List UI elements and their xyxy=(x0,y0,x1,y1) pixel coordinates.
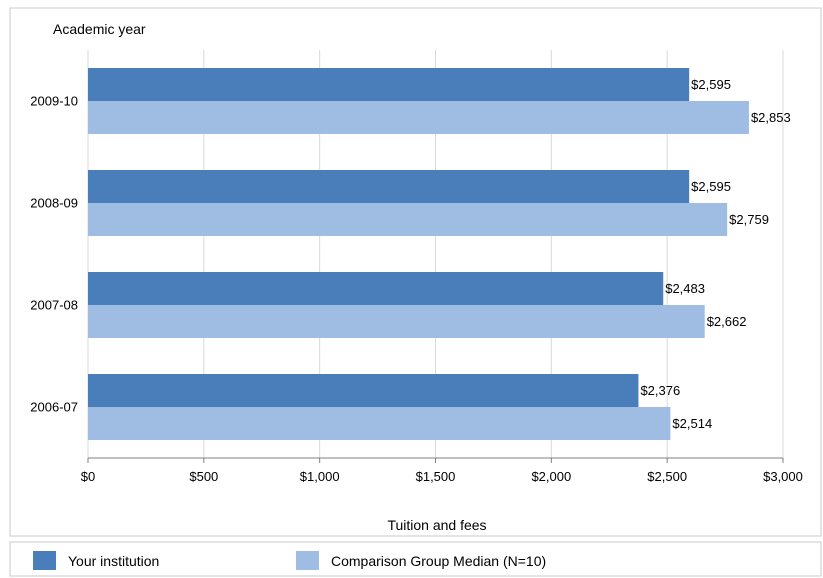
data-label: $2,853 xyxy=(751,110,791,125)
bar-your-institution xyxy=(88,272,664,305)
data-label: $2,595 xyxy=(691,179,731,194)
x-tick-label: $3,000 xyxy=(763,469,803,484)
data-label: $2,514 xyxy=(672,416,712,431)
data-label: $2,662 xyxy=(707,314,747,329)
bar-your-institution xyxy=(88,68,690,101)
legend-frame xyxy=(9,541,822,577)
legend-label: Comparison Group Median (N=10) xyxy=(331,553,546,569)
x-tick-label: $0 xyxy=(81,469,95,484)
legend-swatch xyxy=(296,551,319,570)
data-label: $2,376 xyxy=(640,383,680,398)
bar-comparison-median xyxy=(88,203,728,236)
x-axis-title: Tuition and fees xyxy=(387,517,486,533)
legend-swatch xyxy=(33,551,56,570)
bar-your-institution xyxy=(88,374,639,407)
data-label: $2,483 xyxy=(665,281,705,296)
bar-comparison-median xyxy=(88,407,671,440)
y-axis-title: Academic year xyxy=(53,21,146,37)
data-labels: $2,595 $2,853 $2,595 $2,759 $2,483 $2,662 $2,3… xyxy=(640,77,790,431)
bars xyxy=(88,68,749,440)
bar-comparison-median xyxy=(88,101,749,134)
bar-comparison-median xyxy=(88,305,705,338)
x-tick-label: $1,500 xyxy=(416,469,456,484)
category-label: 2007-08 xyxy=(30,298,78,313)
x-tick-labels: $0 $500 $1,000 $1,500 $2,000 $2,500 $3,000 xyxy=(81,469,803,484)
category-label: 2008-09 xyxy=(30,196,78,211)
category-label: 2009-10 xyxy=(30,94,78,109)
legend-label: Your institution xyxy=(68,553,159,569)
data-label: $2,595 xyxy=(691,77,731,92)
x-tick-label: $500 xyxy=(189,469,218,484)
category-labels: 2009-10 2008-09 2007-08 2006-07 xyxy=(30,94,78,415)
data-label: $2,759 xyxy=(729,212,769,227)
x-tick-label: $2,000 xyxy=(531,469,571,484)
legend: Your institution Comparison Group Median … xyxy=(33,551,546,570)
x-tick-label: $1,000 xyxy=(300,469,340,484)
bar-your-institution xyxy=(88,170,690,203)
category-label: 2006-07 xyxy=(30,400,78,415)
x-tick-label: $2,500 xyxy=(647,469,687,484)
